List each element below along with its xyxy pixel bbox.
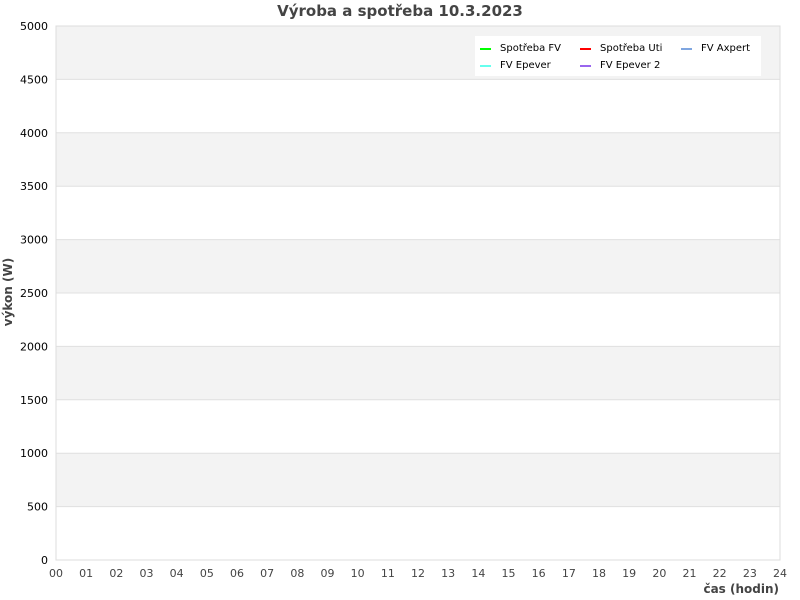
legend-swatch	[681, 47, 692, 50]
x-tick-label: 04	[170, 567, 184, 580]
x-tick-label: 02	[109, 567, 123, 580]
x-tick-label: 12	[411, 567, 425, 580]
legend-item[interactable]: FV Epever 2	[580, 60, 660, 71]
plot-border	[55, 25, 781, 561]
legend-label: Spotřeba FV	[500, 43, 562, 54]
legend-item[interactable]: Spotřeba Uti	[580, 43, 662, 54]
x-tick-label: 15	[502, 567, 516, 580]
y-tick-label: 0	[41, 554, 48, 567]
grid-band	[56, 453, 780, 507]
legend-item[interactable]: FV Axpert	[681, 43, 750, 54]
y-tick-label: 2500	[20, 287, 48, 300]
x-tick-label: 01	[79, 567, 93, 580]
y-tick-label: 4000	[20, 127, 48, 140]
legend-swatch	[480, 64, 491, 67]
y-tick-label: 500	[27, 501, 48, 514]
legend-item[interactable]: FV Epever	[480, 60, 551, 71]
x-tick-label: 14	[471, 567, 485, 580]
legend-swatch	[480, 47, 491, 50]
legend-label: FV Epever 2	[600, 60, 661, 71]
x-tick-label: 19	[622, 567, 636, 580]
x-tick-label: 06	[230, 567, 244, 580]
legend-label: FV Axpert	[701, 43, 751, 54]
chart-title: Výroba a spotřeba 10.3.2023	[277, 2, 523, 20]
y-tick-label: 1500	[20, 394, 48, 407]
x-axis-label: čas (hodin)	[703, 582, 779, 596]
x-tick-label: 22	[713, 567, 727, 580]
legend-label: Spotřeba Uti	[600, 43, 663, 54]
legend-item[interactable]: Spotřeba FV	[480, 43, 561, 54]
x-tick-label: 10	[351, 567, 365, 580]
y-tick-label: 4500	[20, 73, 48, 86]
x-tick-label: 09	[321, 567, 335, 580]
legend-swatch	[580, 64, 591, 67]
y-tick-label: 1000	[20, 447, 48, 460]
y-tick-label: 3000	[20, 234, 48, 247]
x-tick-label: 17	[562, 567, 576, 580]
legend-swatch	[580, 47, 591, 50]
x-tick-label: 13	[441, 567, 455, 580]
legend-label: FV Epever	[500, 60, 551, 71]
x-tick-label: 16	[532, 567, 546, 580]
grid-band	[56, 132, 780, 187]
grid-band	[56, 346, 780, 400]
y-tick-label: 5000	[20, 20, 48, 33]
x-tick-label: 08	[290, 567, 304, 580]
y-tick-label: 2000	[20, 340, 48, 353]
x-tick-label: 11	[381, 567, 395, 580]
x-tick-label: 00	[49, 567, 63, 580]
x-tick-label: 03	[140, 567, 154, 580]
legend: Spotřeba FV Spotřeba Uti FV Axpert FV Epeve…	[475, 36, 761, 76]
x-tick-label: 18	[592, 567, 606, 580]
y-tick-label: 3500	[20, 180, 48, 193]
grid-band	[56, 239, 780, 293]
x-tick-label: 21	[683, 567, 697, 580]
x-tick-label: 05	[200, 567, 214, 580]
x-tick-label: 23	[743, 567, 757, 580]
x-tick-label: 20	[652, 567, 666, 580]
x-tick-label: 24	[773, 567, 787, 580]
x-tick-label: 07	[260, 567, 274, 580]
